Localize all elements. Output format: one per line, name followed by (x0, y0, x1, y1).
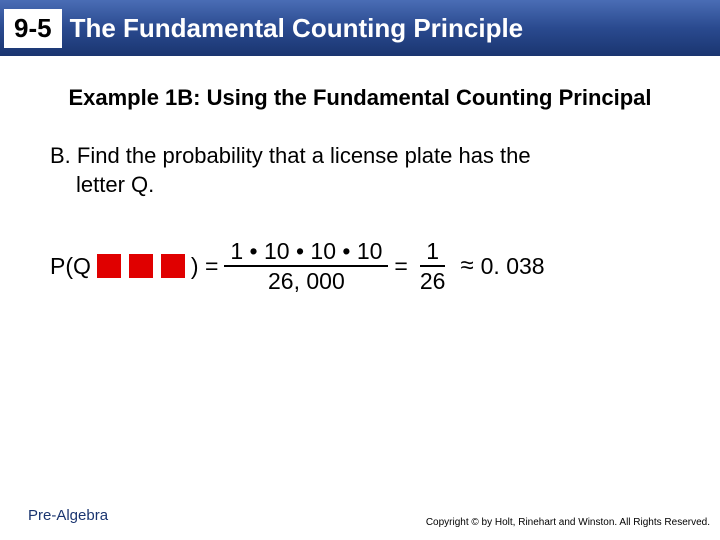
placeholder-block (161, 254, 185, 278)
fraction-1: 1 • 10 • 10 • 10 26, 000 (224, 240, 388, 293)
problem-line-1: B. Find the probability that a license p… (50, 143, 531, 168)
fraction-2-numerator: 1 (420, 240, 445, 267)
placeholder-block (129, 254, 153, 278)
approx-sign: ≈ (460, 252, 473, 280)
footer-subject-label: Pre-Algebra (28, 507, 108, 524)
placeholder-block (97, 254, 121, 278)
fraction-1-denominator: 26, 000 (262, 267, 351, 293)
copyright-text: Copyright © by Holt, Rinehart and Winsto… (426, 517, 710, 528)
eq-lhs-close: ) = (191, 253, 218, 280)
eq-lhs-open: P(Q (50, 253, 91, 280)
header-title: The Fundamental Counting Principle (70, 13, 524, 44)
fraction-2-denominator: 26 (414, 267, 452, 293)
eq-result: 0. 038 (481, 253, 545, 280)
problem-statement: B. Find the probability that a license p… (50, 141, 680, 200)
fraction-1-numerator: 1 • 10 • 10 • 10 (224, 240, 388, 267)
lesson-number-badge: 9-5 (4, 9, 62, 48)
problem-line-2: letter Q. (50, 170, 680, 200)
probability-equation: P(Q ) = 1 • 10 • 10 • 10 26, 000 = 1 26 … (50, 240, 720, 293)
equals-sign: = (394, 253, 407, 280)
example-heading: Example 1B: Using the Fundamental Counti… (40, 84, 680, 113)
header-bar: 9-5 The Fundamental Counting Principle (0, 0, 720, 56)
fraction-2: 1 26 (414, 240, 452, 293)
